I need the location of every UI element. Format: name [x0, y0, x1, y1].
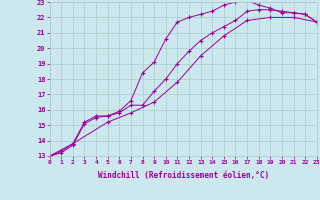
X-axis label: Windchill (Refroidissement éolien,°C): Windchill (Refroidissement éolien,°C): [98, 171, 269, 180]
